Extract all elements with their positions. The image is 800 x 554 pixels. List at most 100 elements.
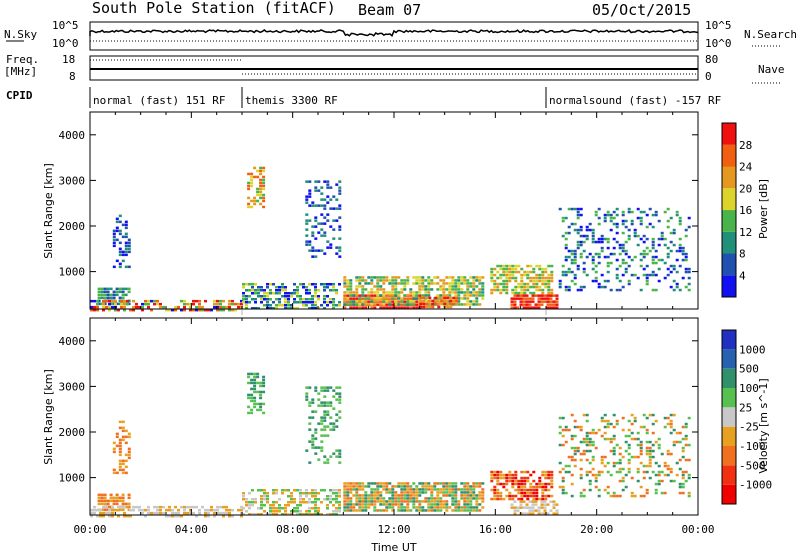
echo-cell [478,288,482,291]
echo-cell [323,283,326,286]
echo-cell [550,479,554,483]
echo-cell [669,431,673,435]
echo-cell [320,446,324,449]
echo-cell [100,493,104,497]
echo-cell [600,240,604,244]
echo-cell [349,482,353,485]
echo-cell [213,514,216,518]
echo-cell [118,459,122,463]
echo-cell [469,497,473,500]
echo-cell [582,413,586,417]
echo-cell [600,237,604,241]
echo-cell [415,297,419,300]
echo-cell [630,494,634,498]
echo-cell [585,431,589,435]
echo-cell [256,187,260,191]
echo-cell [687,270,691,274]
echo-cell [436,276,440,279]
echo-cell [523,273,527,277]
echo-cell [600,416,604,420]
echo-cell [514,470,518,474]
echo-cell [550,288,554,292]
colorbar-tick-label: 1000 [739,343,766,356]
echo-cell [609,437,613,441]
echo-cell [228,511,231,515]
echo-cell [594,252,598,256]
echo-cell [207,508,210,512]
colorbar-swatch [722,465,736,485]
echo-cell [311,225,315,228]
echo-cell [547,282,551,286]
echo-cell [633,419,637,423]
echo-cell [534,294,538,297]
echo-cell [639,452,643,456]
echo-cell [379,485,383,488]
echo-cell [439,279,443,282]
echo-cell [642,470,646,474]
echo-cell [534,500,538,503]
echo-cell [409,291,413,294]
echo-cell [591,455,595,459]
echo-cell [419,296,423,300]
echo-cell [675,285,679,289]
echo-cell [618,467,622,471]
echo-cell [364,303,368,306]
power-data [90,166,691,312]
echo-cell [415,300,419,303]
echo-cell [508,479,512,483]
echo-cell [126,505,129,509]
echo-cell [552,503,556,506]
echo-cell [343,276,347,279]
echo-cell [100,296,104,300]
echo-cell [424,485,428,488]
echo-cell [251,504,254,507]
echo-cell [478,485,482,488]
echo-cell [675,213,679,217]
echo-cell [266,298,269,301]
echo-cell [118,438,122,442]
echo-cell [538,482,542,486]
echo-cell [421,491,425,494]
echo-cell [201,305,204,309]
echo-cell [346,497,350,500]
echo-cell [382,482,386,485]
echo-cell [314,386,318,389]
echo-cell [260,295,263,298]
echo-cell [338,304,341,307]
echo-cell [573,261,577,265]
echo-cell [100,290,104,294]
echo-cell [343,291,347,294]
echo-cell [127,505,131,509]
echo-cell [648,464,652,468]
echo-cell [141,508,144,512]
echo-cell [269,298,272,301]
echo-cell [314,489,317,492]
echo-cell [281,507,284,510]
echo-cell [681,473,685,477]
echo-cell [326,495,329,498]
echo-cell [585,434,589,438]
echo-cell [436,494,440,497]
echo-cell [528,512,532,515]
echo-cell [213,511,216,515]
echo-cell [349,509,353,512]
echo-cell [442,294,446,297]
echo-cell [287,513,290,516]
echo-cell [645,446,649,450]
echo-cell [594,276,598,280]
echo-cell [124,235,128,239]
echo-cell [573,276,577,280]
echo-cell [376,288,380,291]
echo-cell [609,440,613,444]
echo-cell [376,276,380,279]
echo-cell [397,485,401,488]
echo-cell [627,279,631,283]
echo-cell [159,302,162,306]
echo-cell [564,288,568,292]
echo-cell [516,294,520,297]
echo-cell [103,508,107,512]
echo-cell [627,452,631,456]
echo-cell [403,482,407,485]
echo-cell [335,252,339,255]
